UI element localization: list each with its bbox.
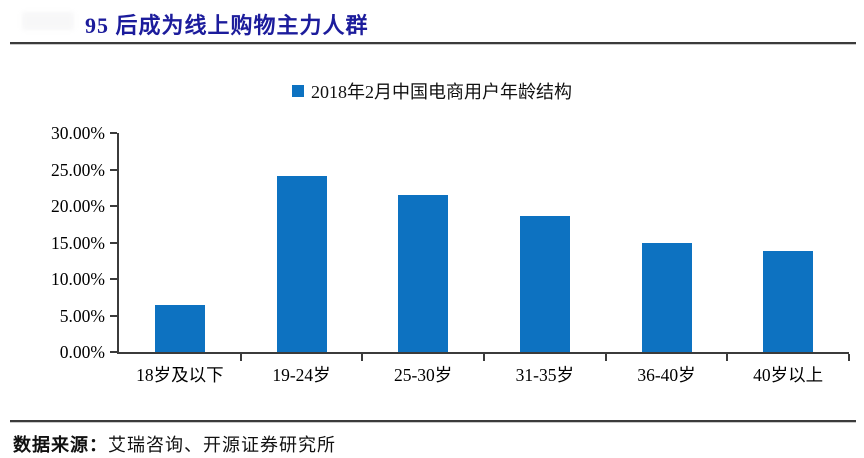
y-axis-tick-label: 5.00% bbox=[59, 305, 105, 326]
faint-watermark-artifact bbox=[22, 12, 74, 30]
y-axis-tick bbox=[110, 168, 117, 171]
footer-divider-rule bbox=[10, 420, 856, 423]
x-axis-category-label: 36-40岁 bbox=[637, 365, 696, 385]
data-source-label: 数据来源： bbox=[13, 435, 108, 455]
y-axis-tick-label: 15.00% bbox=[51, 232, 105, 253]
y-axis-tick bbox=[110, 278, 117, 280]
y-axis-labels: 0.00% 5.00% 10.00% 15.00% 20.00% 25.00% 30.00% bbox=[0, 123, 105, 362]
y-axis-tick bbox=[110, 241, 117, 244]
legend-swatch-icon bbox=[292, 85, 304, 97]
y-axis-tick-label: 0.00% bbox=[59, 342, 105, 362]
y-axis-tick-label: 25.00% bbox=[51, 159, 105, 180]
y-axis-tick bbox=[110, 351, 117, 353]
y-axis-tick bbox=[110, 132, 117, 134]
y-axis-tick-label: 30.00% bbox=[51, 123, 105, 143]
bar-36-40岁 bbox=[641, 243, 692, 352]
bar-40岁以上 bbox=[763, 250, 814, 352]
y-axis-tick-label: 10.00% bbox=[51, 269, 105, 289]
x-axis-tick bbox=[361, 354, 364, 361]
figure-title: 95 后成为线上购物主力人群 bbox=[85, 13, 369, 38]
bar-19-24岁 bbox=[276, 176, 327, 352]
data-source-text: 艾瑞咨询、开源证券研究所 bbox=[108, 435, 336, 455]
y-axis-tick bbox=[110, 314, 117, 317]
x-axis-category-label: 19-24岁 bbox=[272, 365, 331, 385]
x-axis-category-label: 31-35岁 bbox=[515, 365, 574, 385]
chart-legend: 2018年2月中国电商用户年龄结构 bbox=[0, 80, 864, 102]
title-divider-rule bbox=[10, 42, 856, 45]
data-source-note: 数据来源：艾瑞咨询、开源证券研究所 bbox=[13, 431, 336, 457]
bar-31-35岁 bbox=[519, 216, 570, 352]
bar-18岁及以下 bbox=[154, 305, 205, 352]
x-axis-tick bbox=[726, 354, 729, 361]
legend-label: 2018年2月中国电商用户年龄结构 bbox=[311, 82, 572, 102]
plot-area: 18岁及以下 19-24岁 25-30岁 31-35岁 36-40岁 40岁以上 bbox=[110, 132, 850, 385]
x-axis-category-label: 25-30岁 bbox=[393, 365, 453, 385]
x-axis-tick bbox=[848, 354, 850, 361]
x-axis-category-label: 40岁以上 bbox=[753, 365, 824, 385]
x-axis-tick bbox=[483, 354, 485, 361]
bar-25-30岁 bbox=[398, 195, 449, 352]
y-axis-tick bbox=[110, 205, 117, 207]
x-axis-tick bbox=[604, 354, 607, 361]
x-axis-category-label: 18岁及以下 bbox=[136, 365, 224, 385]
y-axis-tick-label: 20.00% bbox=[51, 196, 105, 216]
x-axis-tick bbox=[239, 354, 242, 361]
